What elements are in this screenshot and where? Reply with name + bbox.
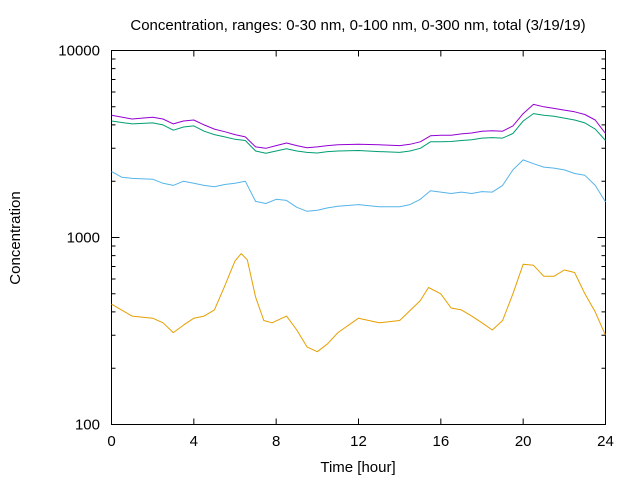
x-tick-label: 0 (107, 433, 115, 450)
chart-title: Concentration, ranges: 0-30 nm, 0-100 nm… (130, 17, 585, 34)
series-line-3 (111, 113, 606, 154)
y-tick-label: 10000 (58, 43, 100, 60)
x-tick-label: 20 (515, 433, 532, 450)
series-lines (111, 103, 606, 353)
y-axis-label: Concentration (7, 191, 24, 284)
x-tick-label: 4 (190, 433, 198, 450)
x-tick-label: 24 (597, 433, 614, 450)
x-tick-labels: 0 4 8 12 16 20 24 (107, 433, 614, 450)
y-tick-label: 100 (75, 417, 100, 434)
x-axis-label: Time [hour] (320, 459, 395, 476)
tick-marks (111, 50, 606, 425)
series-line-1 (111, 253, 606, 353)
y-tick-labels: 100 1000 10000 (58, 43, 100, 434)
x-tick-label: 16 (432, 433, 449, 450)
axis-ticks (111, 50, 606, 425)
x-tick-label: 8 (272, 433, 280, 450)
series-line-4 (111, 103, 606, 149)
x-tick-label: 12 (350, 433, 367, 450)
series-line-2 (111, 159, 606, 212)
y-tick-label: 1000 (67, 230, 100, 247)
